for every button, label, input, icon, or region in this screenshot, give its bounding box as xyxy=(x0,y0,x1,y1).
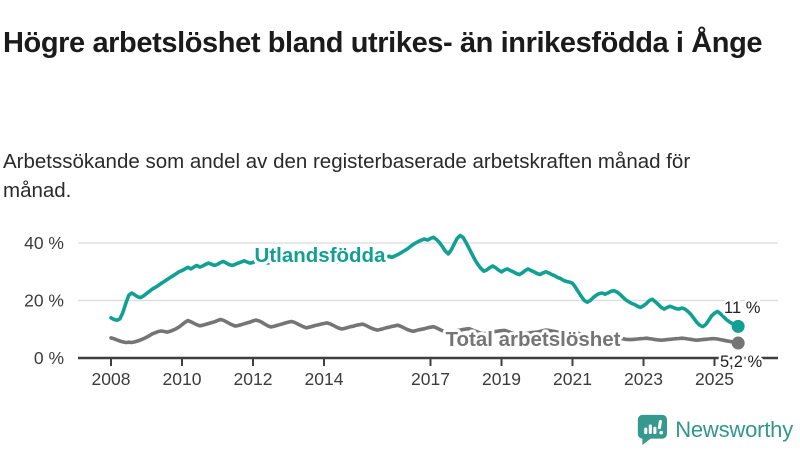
unemployment-line-chart: 0 % 20 % 40 % 2008 2010 2012 2014 2017 2019 2021 2… xyxy=(24,233,778,389)
chart-subtitle: Arbetssökande som andel av den registerb… xyxy=(3,149,691,203)
svg-text:2014: 2014 xyxy=(305,369,344,389)
series-label: Utlandsfödda xyxy=(255,244,387,267)
svg-text:2021: 2021 xyxy=(553,369,592,389)
newsworthy-brand: Newsworthy xyxy=(636,413,793,446)
svg-text:0 %: 0 % xyxy=(34,348,64,368)
newsworthy-wordmark: Newsworthy xyxy=(675,416,793,442)
svg-text:2010: 2010 xyxy=(163,369,202,389)
svg-text:2008: 2008 xyxy=(92,369,131,389)
svg-text:2023: 2023 xyxy=(624,369,663,389)
chart-area: 0 % 20 % 40 % 2008 2010 2012 2014 2017 2019 2021 2… xyxy=(0,215,800,400)
svg-text:2017: 2017 xyxy=(411,369,450,389)
svg-text:2012: 2012 xyxy=(234,369,273,389)
svg-text:40 %: 40 % xyxy=(24,233,64,253)
svg-text:2025: 2025 xyxy=(695,369,734,389)
end-value-label: 11 % xyxy=(724,299,761,317)
page-title: Högre arbetslöshet bland utrikes- än inr… xyxy=(3,27,763,60)
end-value-label: 5,2 % xyxy=(720,353,763,371)
series-label: Total arbetslöshet xyxy=(445,328,620,351)
newsworthy-logo-icon xyxy=(638,414,668,445)
svg-text:2019: 2019 xyxy=(482,369,521,389)
svg-text:20 %: 20 % xyxy=(24,291,64,311)
